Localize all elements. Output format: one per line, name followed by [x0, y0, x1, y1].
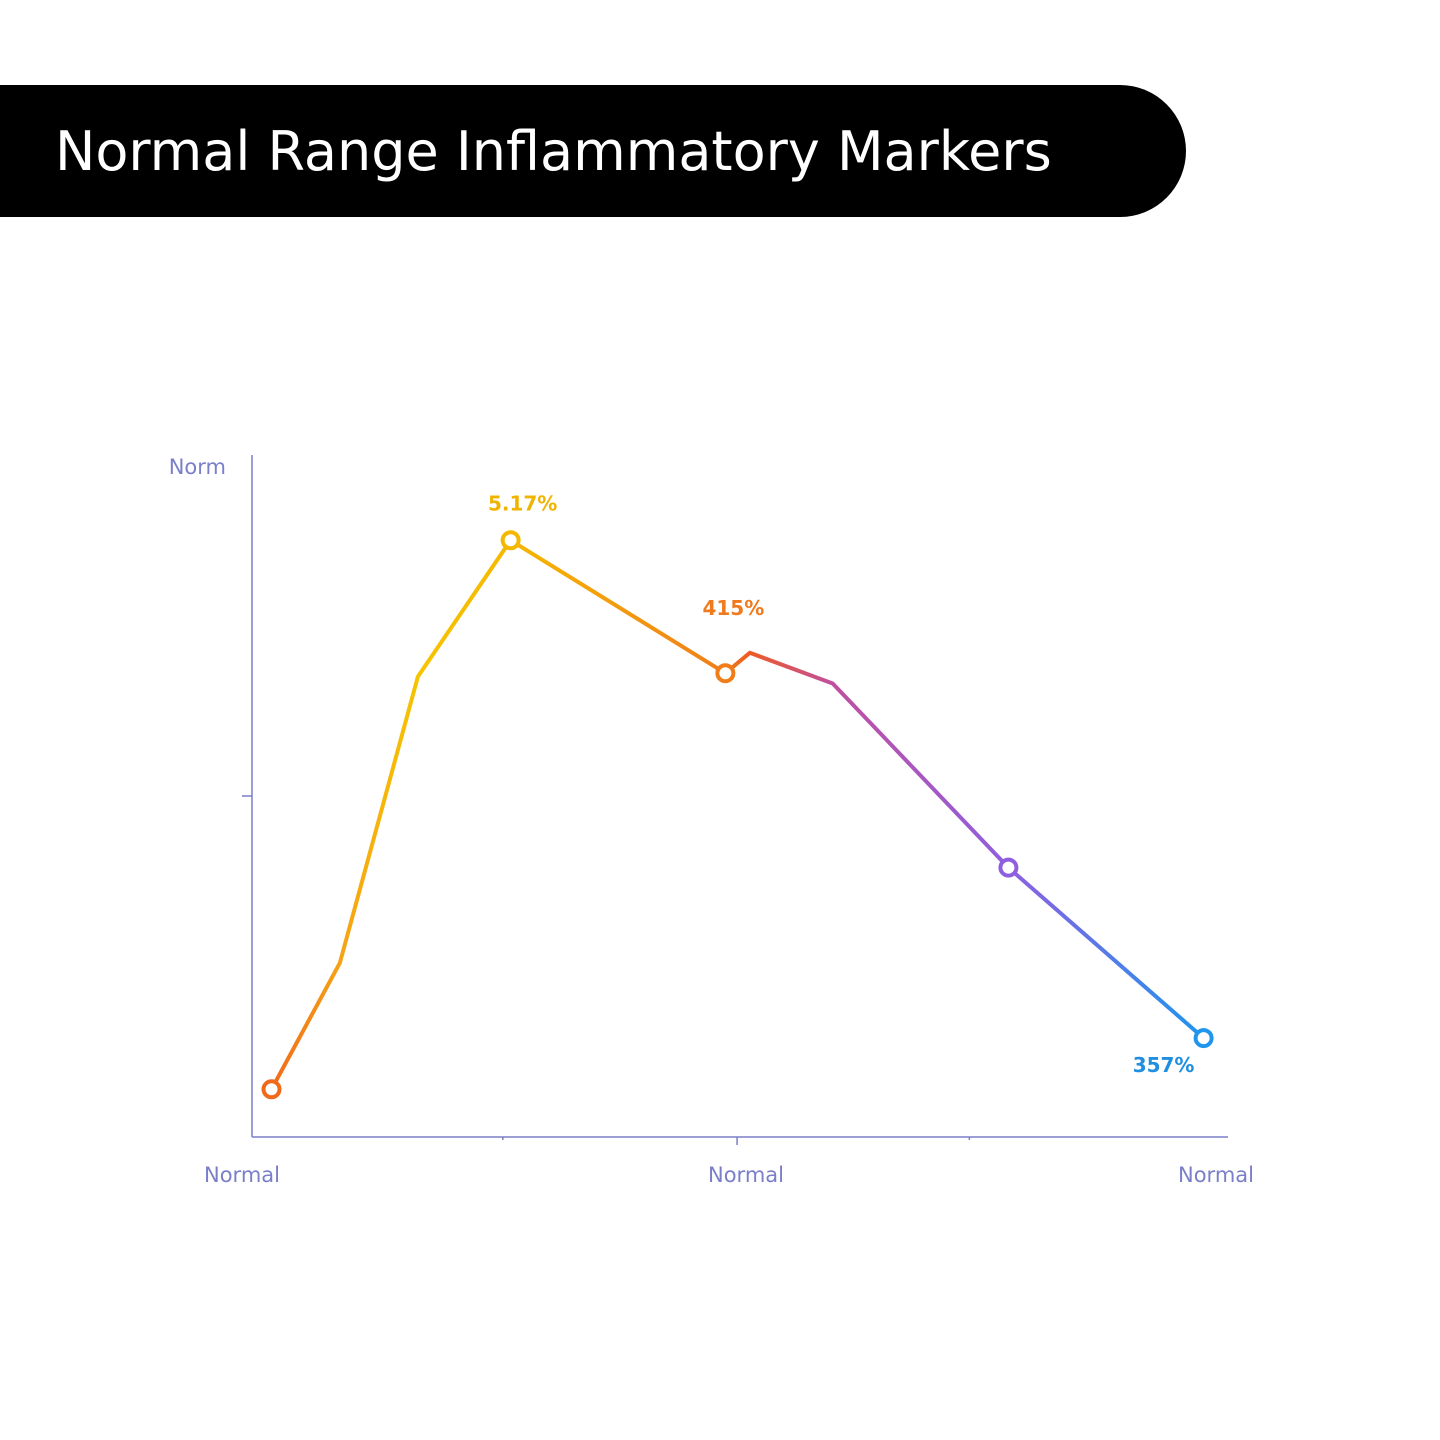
data-point	[998, 857, 1019, 878]
data-label: 357%	[1133, 1053, 1195, 1077]
chart-title: Normal Range Inflammatory Markers	[55, 119, 1052, 183]
x-tick-label: Normal	[204, 1163, 280, 1187]
x-tick-label: Normal	[1178, 1163, 1254, 1187]
series-line	[269, 538, 1206, 1092]
data-point	[500, 530, 521, 551]
x-tick-label: Normal	[708, 1163, 784, 1187]
data-point	[715, 663, 736, 684]
data-label: 5.17%	[488, 491, 557, 515]
title-banner: Normal Range Inflammatory Markers	[0, 85, 1186, 217]
data-point	[261, 1079, 282, 1100]
data-point	[1193, 1028, 1214, 1049]
y-axis-label: Norm	[169, 455, 226, 479]
data-label: 415%	[702, 596, 764, 620]
